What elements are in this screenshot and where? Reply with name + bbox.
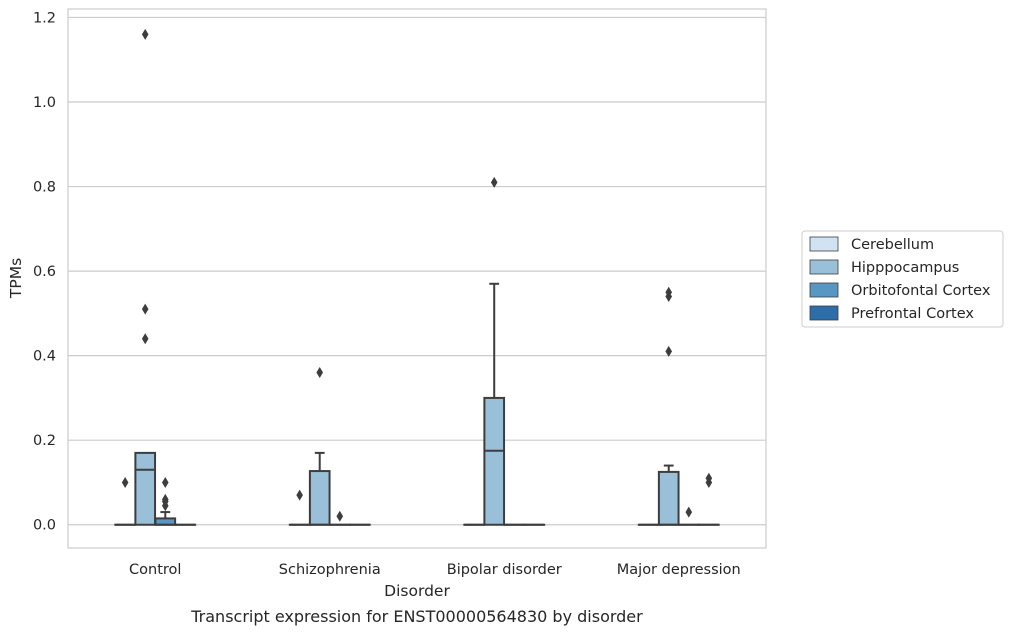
box-iqr (657, 470, 680, 526)
x-tick-label: Bipolar disorder (447, 562, 562, 578)
box-orbitofontal-cortex-control (154, 476, 177, 526)
box-cerebellum-control (114, 476, 136, 526)
outlier-point (705, 476, 713, 488)
box-iqr (134, 451, 157, 526)
outlier-point (665, 290, 673, 302)
y-tick-label: 0.0 (33, 518, 56, 534)
legend-label: Orbitofontal Cortex (851, 283, 991, 299)
outlier-point (141, 333, 149, 345)
y-tick-label: 1.2 (33, 10, 56, 26)
outlier-point (296, 489, 303, 501)
y-tick-label: 0.4 (33, 349, 56, 365)
outlier-point (336, 510, 344, 522)
legend-entry-hipppocampus: Hipppocampus (809, 259, 959, 276)
box-iqr (308, 470, 331, 526)
legend-swatch (809, 236, 839, 252)
legend-entry-orbitofontal-cortex: Orbitofontal Cortex (809, 282, 991, 299)
outlier-point (161, 476, 169, 488)
y-axis-label: TPMs (7, 258, 25, 299)
box-hipppocampus-major-depression (657, 286, 680, 526)
x-tick-label: Major depression (617, 562, 741, 578)
legend-swatch (809, 305, 839, 321)
x-tick-labels: Control Schizophrenia Bipolar disorder Majo… (129, 562, 741, 578)
outlier-point (665, 345, 673, 357)
legend-label: Cerebellum (851, 237, 934, 253)
gridlines (68, 16, 766, 526)
legend-swatch (809, 259, 839, 275)
y-tick-label: 1.0 (33, 95, 56, 111)
box-hipppocampus-schizophrenia (308, 367, 331, 526)
y-tick-label: 0.2 (33, 433, 56, 449)
chart-caption: Transcript expression for ENST0000056483… (190, 607, 643, 626)
outlier-point (161, 500, 169, 512)
legend: Cerebellum Hipppocampus Orbitofontal Corte… (801, 230, 1004, 328)
legend-entry-prefrontal-cortex: Prefrontal Cortex (809, 305, 974, 322)
box-orbitofontal-cortex-major-depression (677, 506, 700, 526)
y-tick-label: 0.6 (33, 264, 56, 280)
box-hipppocampus-bipolar-disorder (483, 176, 506, 526)
box-cerebellum-schizophrenia (288, 489, 311, 526)
box-prefrontal-cortex-major-depression (698, 472, 720, 526)
legend-label: Hipppocampus (851, 260, 959, 276)
box-orbitofontal-cortex-schizophrenia (328, 510, 351, 526)
outlier-point (121, 476, 129, 488)
box-iqr (483, 396, 506, 526)
outlier-point (141, 303, 149, 315)
outlier-point (316, 367, 324, 379)
x-axis-label: Disorder (384, 582, 450, 600)
y-tick-label: 0.8 (33, 180, 56, 196)
outlier-point (141, 28, 149, 40)
x-tick-label: Control (129, 562, 181, 578)
outlier-point (490, 176, 498, 188)
plot-frame (67, 8, 767, 549)
legend-entry-cerebellum: Cerebellum (809, 236, 934, 253)
box-plot-layer (114, 28, 720, 526)
y-tick-labels: 0.0 0.2 0.4 0.6 0.8 1.0 1.2 (33, 10, 56, 533)
legend-label: Prefrontal Cortex (851, 306, 974, 322)
box-hipppocampus-control (134, 28, 157, 526)
x-tick-label: Schizophrenia (279, 562, 381, 578)
legend-swatch (809, 282, 839, 298)
outlier-point (685, 506, 693, 518)
legend-frame (801, 230, 1004, 328)
